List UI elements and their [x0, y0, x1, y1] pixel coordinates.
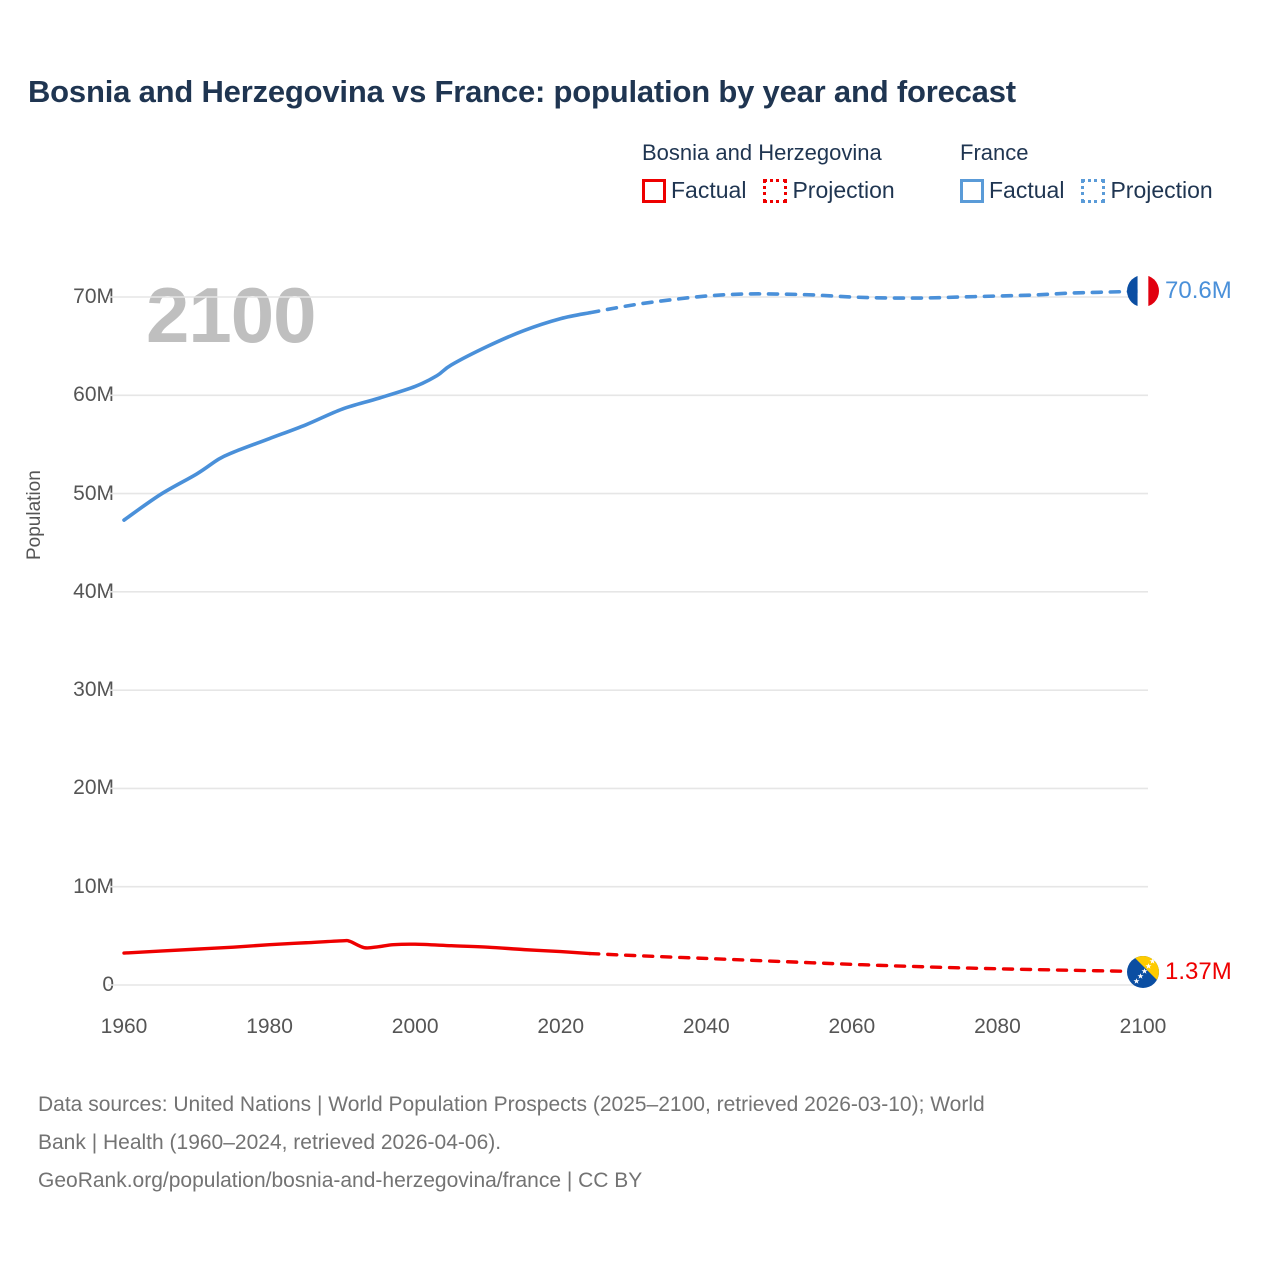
legend-swatch-dotted-blue-icon [1081, 178, 1106, 203]
x-axis-tick-label: 2080 [974, 1015, 1021, 1038]
legend-label-france-projection: Projection [1110, 177, 1213, 203]
bosnia-projection-line [588, 951, 1145, 974]
legend-group-bosnia: Bosnia and Herzegovina Factual Projectio… [642, 140, 895, 204]
legend-item-france-factual[interactable]: Factual [960, 177, 1064, 204]
bosnia-and-herzegovina-flag-icon [1127, 955, 1159, 988]
france-end-value-label: 70.6M [1165, 277, 1232, 305]
legend-label-france-factual: Factual [989, 177, 1065, 203]
legend-swatch-solid-red-icon [642, 178, 666, 203]
footer-credits: Data sources: United Nations | World Pop… [38, 1086, 1238, 1200]
x-axis-tick-label: 1980 [246, 1015, 293, 1038]
page-title: Bosnia and Herzegovina vs France: popula… [28, 74, 1016, 109]
legend-swatch-dotted-red-icon [763, 178, 788, 203]
year-watermark: 2100 [146, 271, 317, 359]
y-axis-tick-label: 30M [73, 678, 114, 702]
x-axis-tick-label: 2060 [828, 1015, 876, 1038]
france-projection-line [588, 289, 1145, 315]
x-axis-tick-label: 2100 [1119, 1015, 1167, 1038]
source-url[interactable]: GeoRank.org/population/bosnia-and-herzeg… [38, 1169, 643, 1192]
data-sources-line-1: Data sources: United Nations | World Pop… [38, 1093, 985, 1116]
legend-item-bosnia-projection[interactable]: Projection [763, 177, 895, 204]
legend-item-bosnia-factual[interactable]: Factual [642, 177, 746, 204]
x-axis-tick-label: 1960 [100, 1015, 148, 1038]
legend-group-title-france: France [960, 140, 1029, 165]
bosnia-end-value-label: 1.37M [1165, 957, 1232, 985]
chart-legend: Bosnia and Herzegovina Factual Projectio… [640, 140, 1260, 225]
x-axis-tick-label: 2040 [682, 1015, 730, 1038]
france-flag-icon [1127, 275, 1159, 308]
y-axis-tick-label: 10M [73, 874, 114, 898]
legend-group-france: France Factual Projection [960, 140, 1213, 204]
france-factual-line [122, 310, 592, 522]
legend-swatch-solid-blue-icon [960, 178, 984, 203]
y-axis-tick-label: 40M [73, 579, 114, 603]
y-axis-tick-label: 50M [73, 481, 114, 505]
x-axis-tick-label: 2000 [391, 1015, 439, 1038]
data-sources-line-2: Bank | Health (1960–2024, retrieved 2026… [38, 1131, 502, 1154]
legend-group-title-bosnia: Bosnia and Herzegovina [642, 140, 882, 165]
gridlines [108, 296, 1148, 986]
y-axis-tick-label: 70M [73, 285, 114, 308]
legend-label-bosnia-factual: Factual [671, 177, 747, 203]
bosnia-factual-line [122, 938, 592, 956]
y-axis-tick-label: 20M [73, 776, 114, 800]
x-axis-tick-label: 2020 [537, 1015, 585, 1038]
legend-item-france-projection[interactable]: Projection [1081, 177, 1213, 204]
y-axis-tick-label: 60M [73, 383, 114, 407]
legend-label-bosnia-projection: Projection [792, 177, 895, 203]
